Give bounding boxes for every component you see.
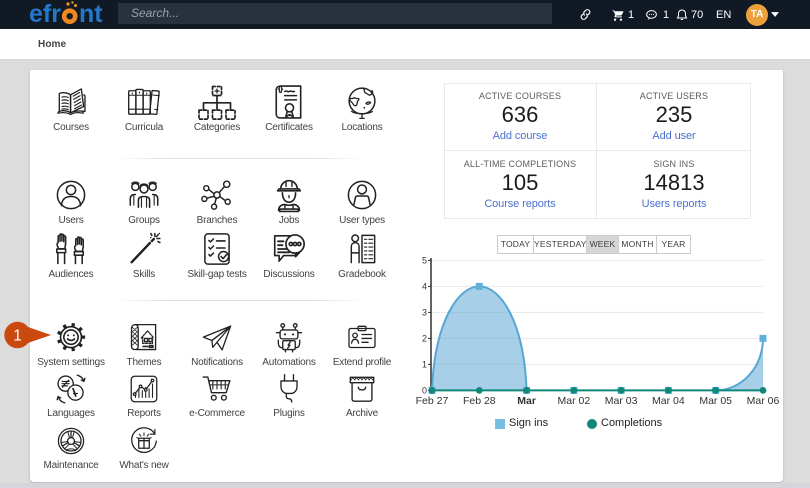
svg-text:Feb 27: Feb 27: [416, 395, 449, 407]
svg-text:0: 0: [422, 386, 427, 396]
svg-text:1: 1: [422, 360, 427, 370]
svg-text:Mar 04: Mar 04: [652, 395, 685, 407]
svg-text:Mar: Mar: [517, 395, 536, 407]
svg-text:1: 1: [13, 328, 22, 345]
svg-text:Mar 06: Mar 06: [747, 395, 780, 407]
svg-text:3: 3: [422, 308, 427, 318]
svg-text:5: 5: [422, 256, 427, 266]
svg-text:4: 4: [422, 282, 427, 292]
svg-text:Feb 28: Feb 28: [463, 395, 496, 407]
svg-text:Mar 03: Mar 03: [605, 395, 638, 407]
svg-text:Mar 05: Mar 05: [699, 395, 732, 407]
svg-text:Mar 02: Mar 02: [558, 395, 591, 407]
svg-text:2: 2: [422, 334, 427, 344]
